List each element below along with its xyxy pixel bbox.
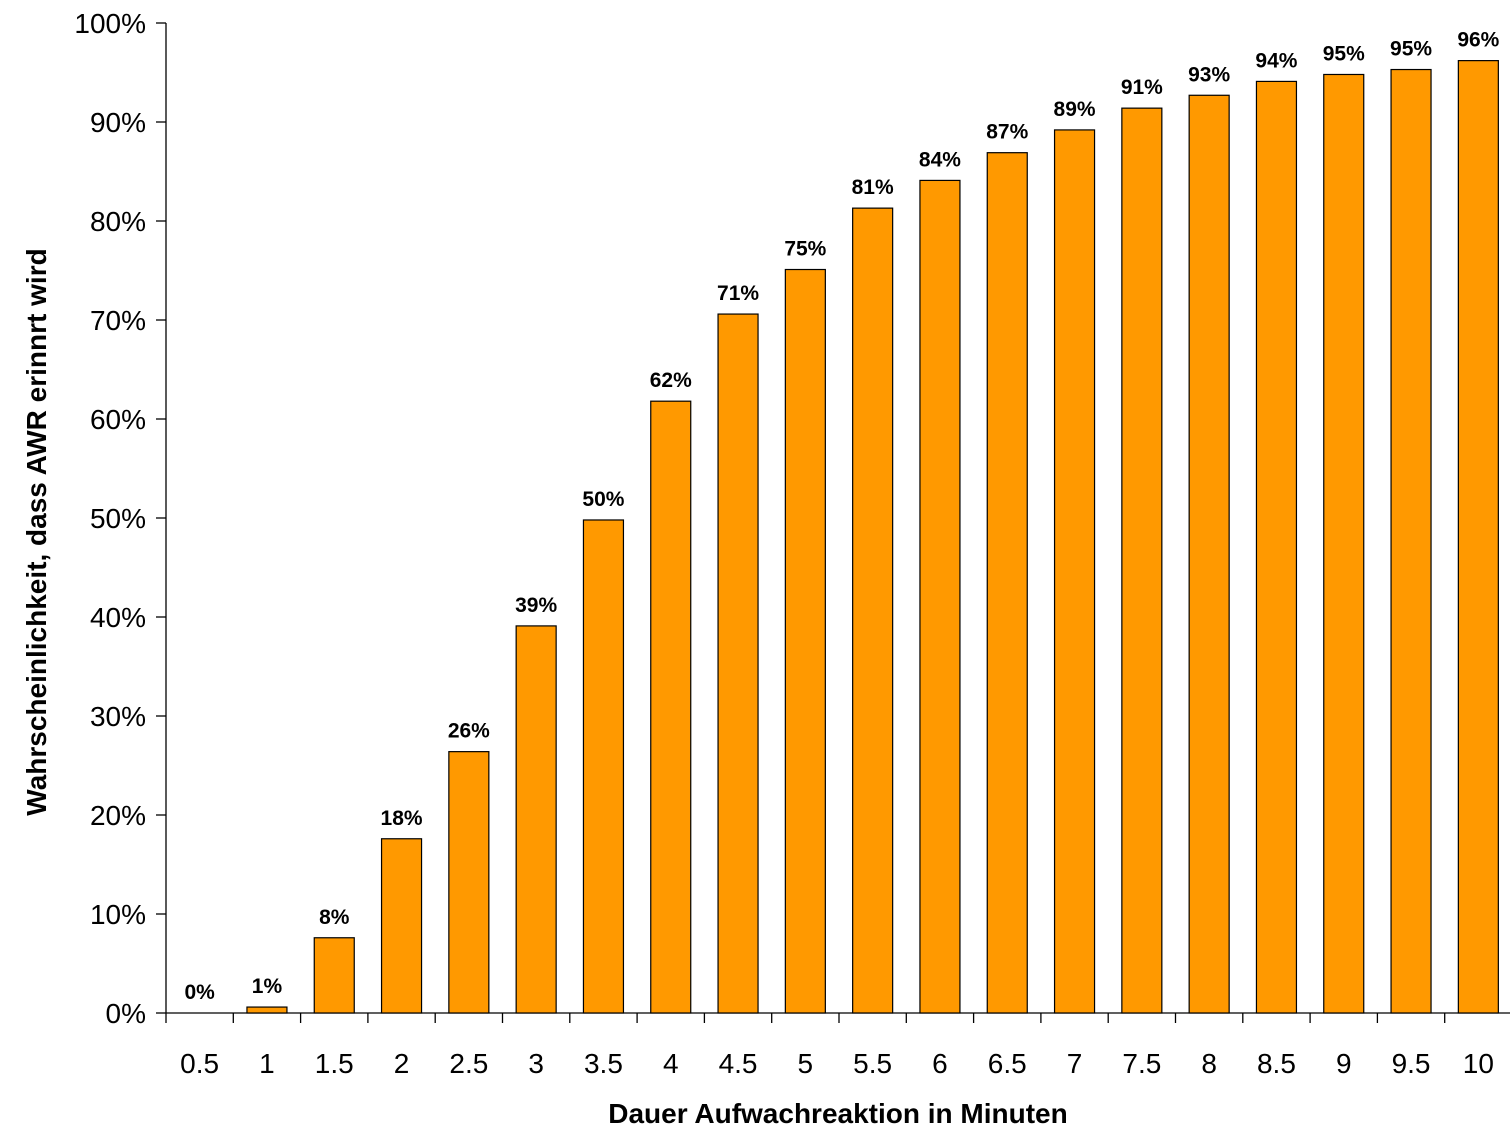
y-tick-label: 60% [90,404,146,435]
bar [582,519,625,1014]
data-label: 0% [184,981,215,1004]
data-label: 75% [784,238,826,261]
bar [986,152,1028,1014]
bar [380,838,423,1014]
data-label: 91% [1121,76,1163,99]
y-axis: 0% 10% 20% 30% 40% 50% 60% 70% 80% 90% 100% [74,8,167,1029]
bar [852,207,894,1014]
data-label: 94% [1255,49,1297,72]
x-tick-label: 7 [1067,1048,1083,1079]
y-tick-label: 40% [90,602,146,633]
bar [919,179,961,1014]
bar [784,268,826,1014]
bar [1255,80,1298,1014]
y-tick-label: 100% [74,8,146,39]
x-tick-label: 9 [1336,1048,1352,1079]
bar [1053,129,1096,1014]
x-tick-label: 1 [259,1048,275,1079]
x-tick-label: 6 [932,1048,948,1079]
data-label: 96% [1457,29,1499,52]
bar [1188,94,1230,1014]
x-tick-label: 1.5 [315,1048,354,1079]
data-label: 95% [1323,42,1365,65]
bar [246,1006,288,1014]
x-tick-label: 9.5 [1392,1048,1431,1079]
data-label: 62% [650,369,692,392]
data-label: 89% [1054,98,1096,121]
bar [448,751,490,1014]
y-tick-label: 10% [90,899,146,930]
y-tick-label: 20% [90,800,146,831]
y-tick-label: 0% [106,998,146,1029]
x-tick-label: 2.5 [449,1048,488,1079]
data-label: 1% [252,975,283,998]
x-tick-label: 5 [798,1048,814,1079]
y-tick-label: 90% [90,107,146,138]
x-tick-label: 2 [394,1048,410,1079]
bar [1390,68,1432,1014]
x-axis: 0.5 1 1.5 2 2.5 3 3.5 4 4.5 5 5.5 6 6.5 7 7.5 8 8.5 9 9.5 1… [165,1012,1510,1079]
data-label: 8% [319,906,350,929]
data-label: 87% [986,121,1028,144]
data-label: 18% [381,807,423,830]
data-label: 26% [448,720,490,743]
bar [1457,60,1499,1014]
data-labels: 0% 1% 8% 18% 26% 39% 50% 62% 71% 75% 81% 84% 87% 89% 9… [184,29,1499,1004]
data-label: 71% [717,282,759,305]
bar-series [246,60,1499,1014]
x-tick-label: 5.5 [853,1048,892,1079]
x-tick-label: 6.5 [988,1048,1027,1079]
x-tick-label: 3 [528,1048,544,1079]
y-tick-label: 70% [90,305,146,336]
bar [717,313,759,1014]
x-tick-label: 8 [1201,1048,1217,1079]
bar [650,400,692,1014]
x-tick-label: 7.5 [1122,1048,1161,1079]
y-tick-label: 80% [90,206,146,237]
x-tick-label: 3.5 [584,1048,623,1079]
bar [1323,73,1365,1014]
data-label: 81% [852,176,894,199]
y-axis-title: Wahrscheinlichkeit, dass AWR erinnrt wir… [21,248,52,815]
y-tick-label: 30% [90,701,146,732]
data-label: 84% [919,148,961,171]
bar [313,937,355,1014]
data-label: 39% [515,594,557,617]
bar [515,625,557,1014]
x-tick-label: 0.5 [180,1048,219,1079]
data-label: 95% [1390,38,1432,61]
bar [1121,107,1163,1014]
data-label: 50% [582,488,624,511]
y-tick-label: 50% [90,503,146,534]
data-label: 93% [1188,63,1230,86]
x-tick-label: 10 [1463,1048,1494,1079]
x-axis-title: Dauer Aufwachreaktion in Minuten [608,1098,1067,1129]
x-tick-label: 4 [663,1048,679,1079]
x-tick-label: 4.5 [719,1048,758,1079]
x-tick-label: 8.5 [1257,1048,1296,1079]
